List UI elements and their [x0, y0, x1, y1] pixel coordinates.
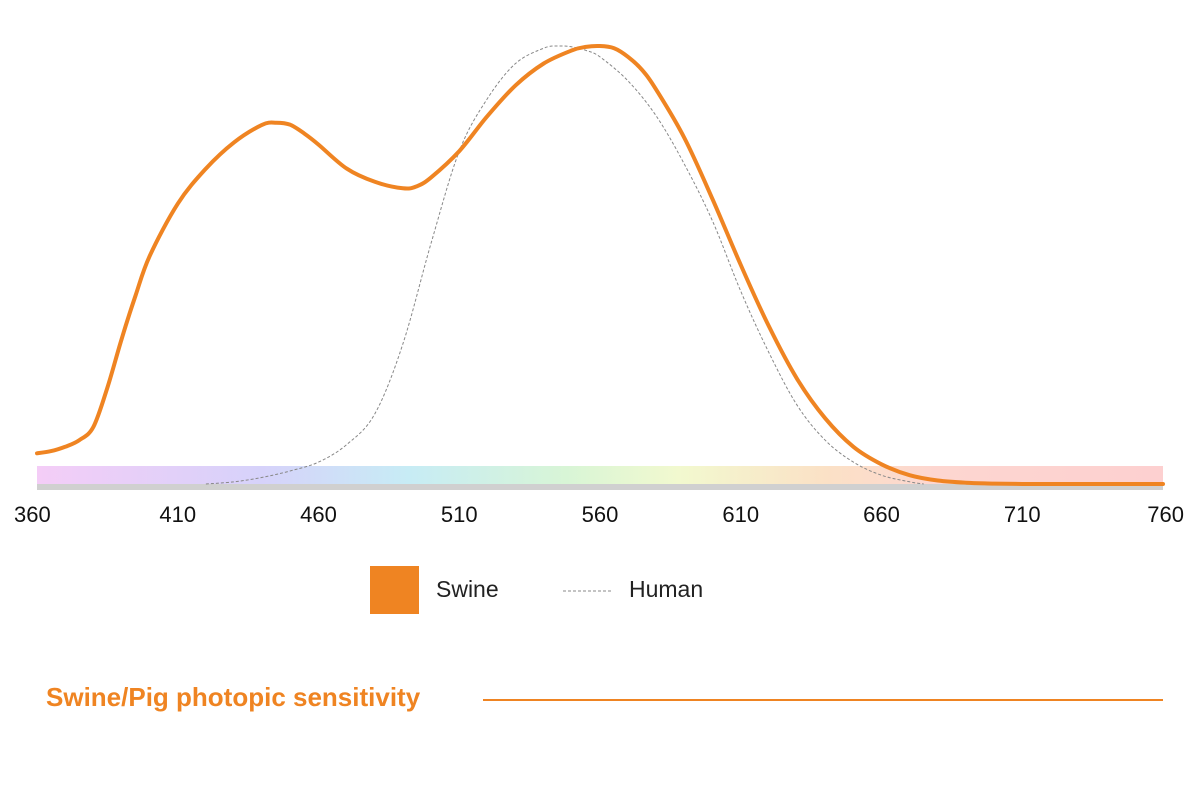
x-axis-ticks: 360 410 460 510 560 610 660 710 760 [14, 502, 1184, 527]
chart-title: Swine/Pig photopic sensitivity [46, 682, 421, 712]
x-tick-label: 660 [863, 502, 900, 527]
x-tick-label: 410 [159, 502, 196, 527]
spectrum-band [37, 466, 1163, 484]
legend: Swine Human [370, 566, 703, 614]
series-layer [35, 43, 1165, 487]
legend-label-human: Human [629, 576, 703, 602]
x-axis-line [37, 484, 1163, 490]
legend-swatch-swine [370, 566, 419, 614]
x-tick-label: 760 [1147, 502, 1184, 527]
series-line-human [205, 45, 924, 485]
legend-label-swine: Swine [436, 576, 499, 602]
x-tick-label: 360 [14, 502, 51, 527]
x-tick-label: 560 [582, 502, 619, 527]
x-tick-label: 460 [300, 502, 337, 527]
x-tick-label: 610 [722, 502, 759, 527]
x-tick-label: 710 [1004, 502, 1041, 527]
title-rule [483, 699, 1163, 701]
series-line-swine [35, 43, 1165, 487]
x-tick-label: 510 [441, 502, 478, 527]
